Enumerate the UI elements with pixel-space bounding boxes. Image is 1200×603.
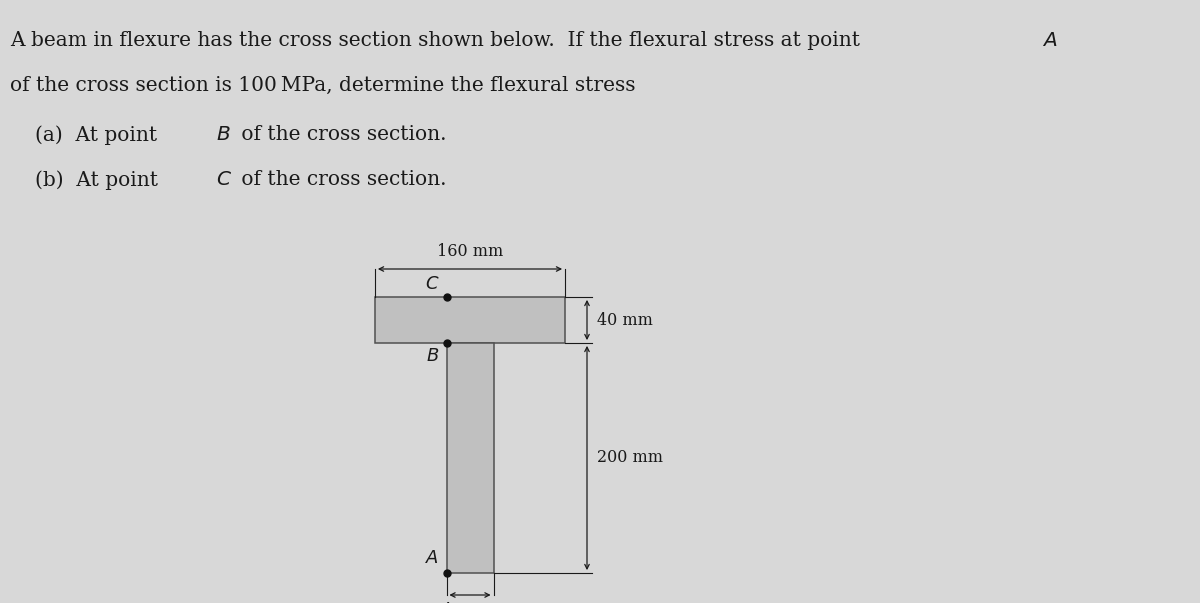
Text: of the cross section.: of the cross section. [235, 125, 446, 145]
Text: $B$: $B$ [426, 347, 439, 365]
Bar [446, 343, 493, 573]
Bar [374, 297, 565, 343]
Text: A beam in flexure has the cross section shown below.  If the flexural stress at : A beam in flexure has the cross section … [10, 31, 866, 51]
Text: $C$: $C$ [216, 171, 232, 189]
Text: 200 mm: 200 mm [598, 449, 662, 467]
Text: (a)  At point: (a) At point [35, 125, 163, 145]
Text: $A$: $A$ [426, 549, 439, 567]
Text: (b)  At point: (b) At point [35, 170, 164, 190]
Text: 40 mm: 40 mm [598, 312, 653, 329]
Text: $B$: $B$ [216, 125, 230, 145]
Text: $C$: $C$ [425, 275, 439, 293]
Text: $A$: $A$ [1042, 31, 1057, 51]
Text: of the cross section.: of the cross section. [235, 171, 446, 189]
Text: 160 mm: 160 mm [437, 243, 503, 260]
Text: 40 mm: 40 mm [442, 602, 498, 603]
Text: of the cross section is 100 MPa, determine the flexural stress: of the cross section is 100 MPa, determi… [10, 75, 636, 95]
